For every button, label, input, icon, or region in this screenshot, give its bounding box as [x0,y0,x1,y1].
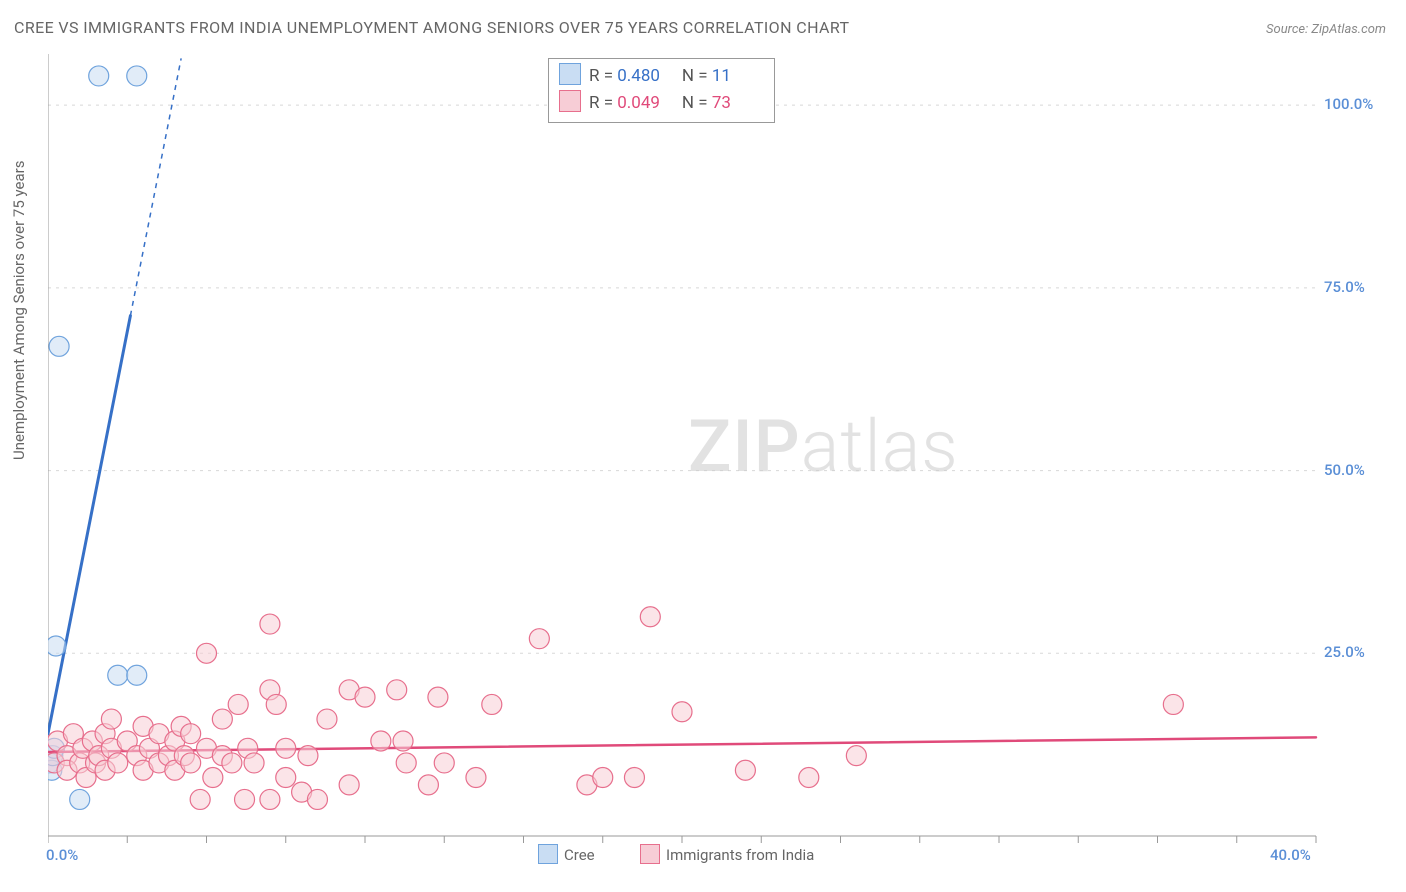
data-point [355,687,375,707]
data-point [393,731,413,751]
data-point [89,66,109,86]
data-point [203,768,223,788]
legend-label: Immigrants from India [666,846,814,864]
legend-swatch [538,844,558,864]
data-point [339,775,359,795]
data-point [428,687,448,707]
data-point [846,746,866,766]
data-point [735,760,755,780]
legend-item: Immigrants from India [640,844,814,864]
data-point [482,694,502,714]
data-point [624,768,644,788]
r-value: 0.049 [617,91,669,117]
data-point [235,789,255,809]
data-point [108,665,128,685]
data-point [190,789,210,809]
data-point [640,607,660,627]
data-point [108,753,128,773]
y-tick-label: 50.0% [1324,461,1365,479]
legend-item: Cree [538,844,595,864]
stats-row: R = 0.049 N = 73 [559,90,764,117]
stats-legend-box: R = 0.480 N = 11R = 0.049 N = 73 [548,58,775,123]
x-tick-label: 0.0% [46,846,78,864]
data-point [101,709,121,729]
data-point [434,753,454,773]
data-point [466,768,486,788]
scatter-chart: 25.0%50.0%75.0%100.0% 0.0%40.0% ZIPatlas… [48,54,1388,846]
r-value: 0.480 [617,64,669,90]
data-point [276,768,296,788]
n-value: 73 [712,91,764,117]
data-point [276,738,296,758]
y-tick-label: 25.0% [1324,643,1365,661]
data-point [260,614,280,634]
data-point [70,789,90,809]
data-point [181,753,201,773]
data-point [127,66,147,86]
data-point [197,643,217,663]
data-point [181,724,201,744]
series-swatch [559,63,581,85]
legend-swatch [640,844,660,864]
data-point [529,629,549,649]
n-value: 11 [712,64,764,90]
y-axis-label: Unemployment Among Seniors over 75 years [10,161,28,460]
data-point [298,746,318,766]
data-point [307,789,327,809]
data-point [799,768,819,788]
data-point [672,702,692,722]
data-point [387,680,407,700]
data-point [260,789,280,809]
stats-row: R = 0.480 N = 11 [559,63,764,90]
plot-area [48,54,1388,854]
y-tick-label: 75.0% [1324,278,1365,296]
data-point [222,753,242,773]
data-point [317,709,337,729]
series-swatch [559,90,581,112]
chart-title: CREE VS IMMIGRANTS FROM INDIA UNEMPLOYME… [14,18,849,37]
data-point [228,694,248,714]
legend-label: Cree [564,846,595,864]
x-tick-label: 40.0% [1270,846,1311,864]
data-point [1163,694,1183,714]
y-tick-label: 100.0% [1324,95,1373,113]
data-point [48,636,66,656]
data-point [593,768,613,788]
data-point [418,775,438,795]
data-point [212,709,232,729]
data-point [244,753,264,773]
data-point [396,753,416,773]
source-label: Source: ZipAtlas.com [1266,22,1386,37]
data-point [371,731,391,751]
data-point [49,336,69,356]
data-point [127,665,147,685]
data-point [266,694,286,714]
